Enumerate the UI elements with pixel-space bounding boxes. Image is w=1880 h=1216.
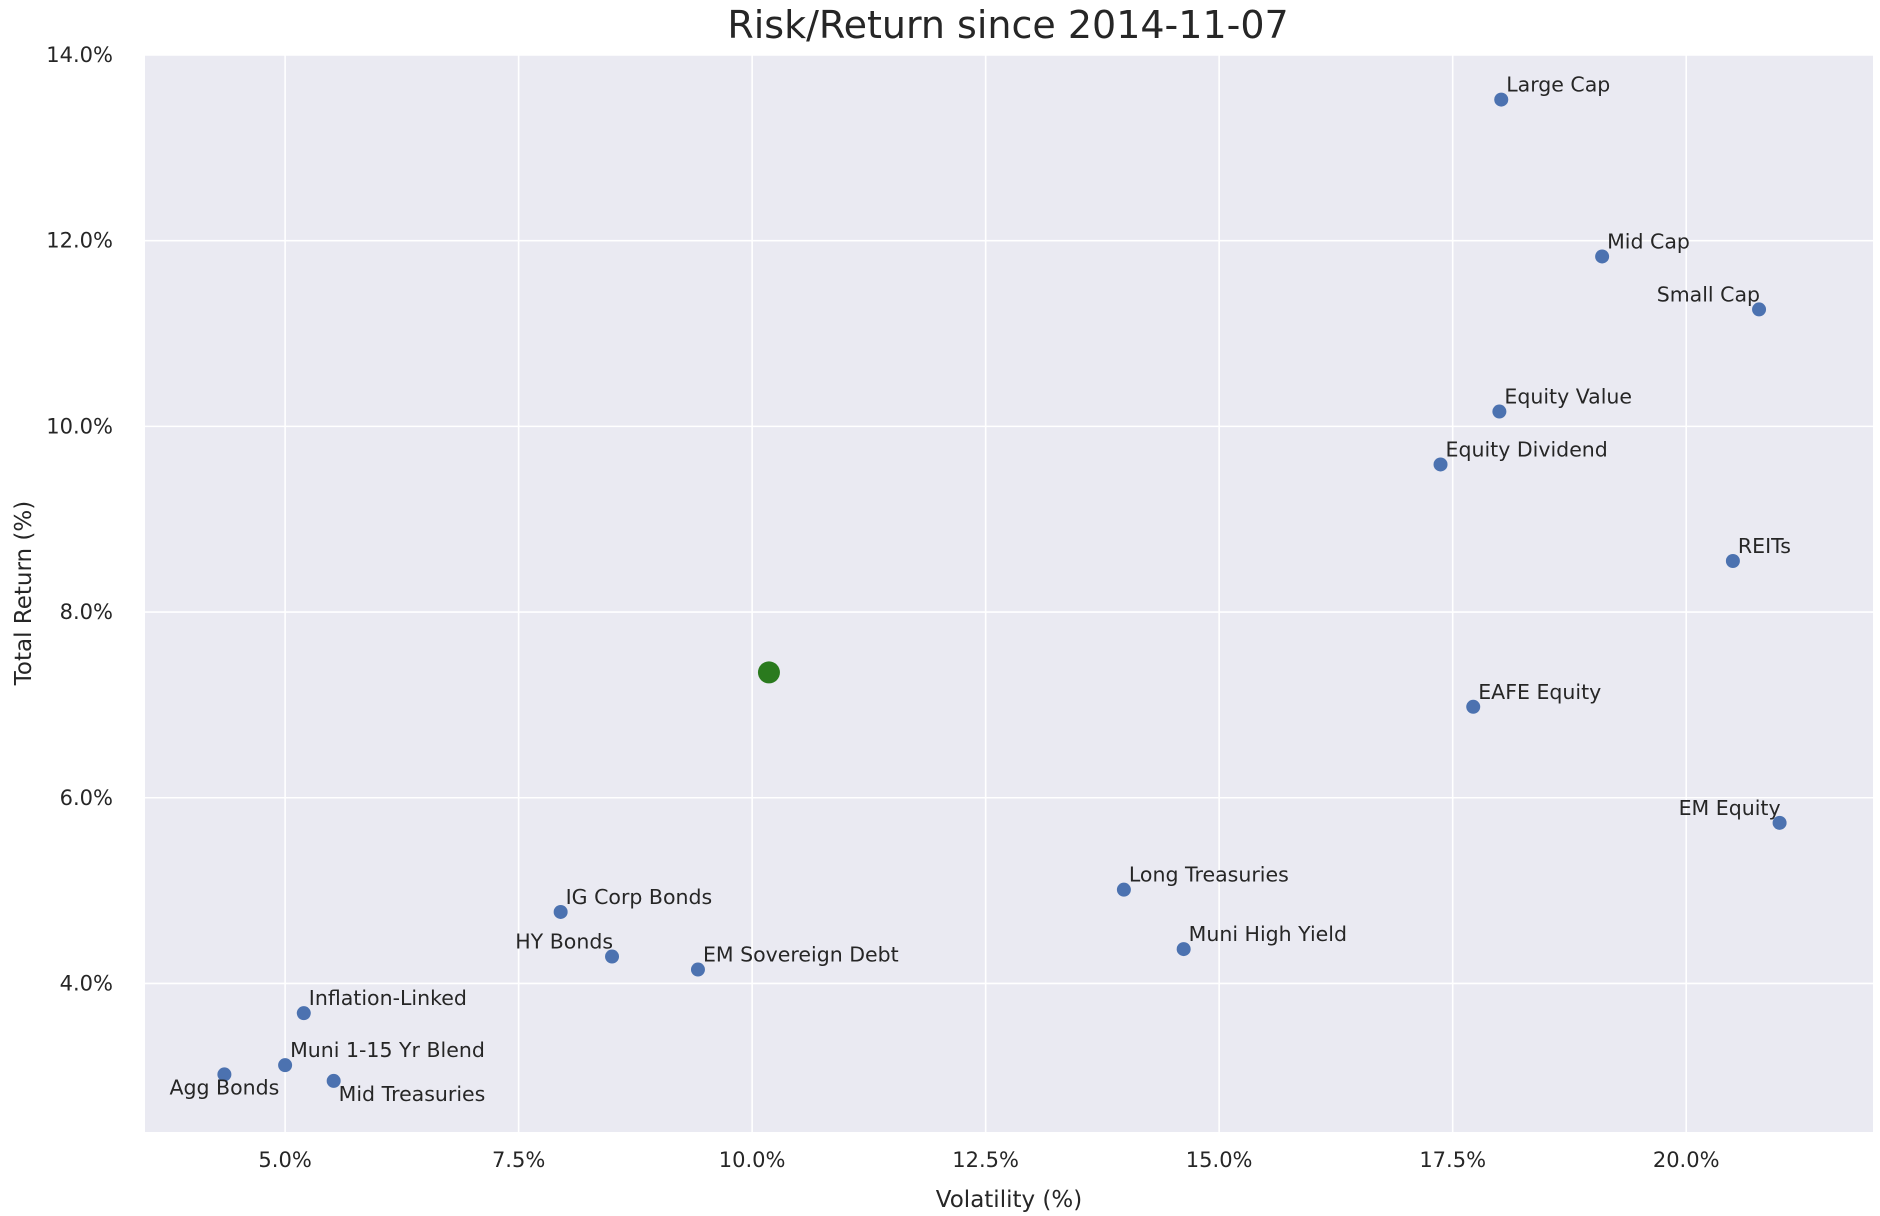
data-point <box>278 1058 293 1073</box>
point-label: Muni 1-15 Yr Blend <box>290 1038 485 1062</box>
data-point <box>1752 302 1767 317</box>
point-label: Equity Dividend <box>1446 437 1608 461</box>
y-tick-label: 12.0% <box>46 229 113 253</box>
y-tick-label: 14.0% <box>46 43 113 67</box>
point-label: Mid Treasuries <box>339 1082 486 1106</box>
data-point <box>217 1067 232 1082</box>
data-point <box>1466 699 1481 714</box>
highlight-point <box>757 661 780 684</box>
point-label: Inflation-Linked <box>309 986 467 1010</box>
data-point <box>690 962 705 977</box>
data-point <box>1772 815 1787 830</box>
y-tick-label: 6.0% <box>60 786 113 810</box>
point-label: Mid Cap <box>1607 229 1690 253</box>
data-point <box>1725 554 1740 569</box>
data-point <box>296 1006 311 1021</box>
data-point <box>1433 457 1448 472</box>
x-tick-label: 5.0% <box>258 1148 311 1172</box>
chart-title: Risk/Return since 2014-11-07 <box>727 3 1288 47</box>
point-labels: Large Cap Mid Cap Small Cap Equity Value Equ… <box>169 73 1790 1106</box>
y-tick-label: 10.0% <box>46 414 113 438</box>
point-label: Muni High Yield <box>1189 922 1347 946</box>
data-point <box>1492 404 1507 419</box>
point-label: HY Bonds <box>515 930 613 954</box>
point-label: Small Cap <box>1657 282 1760 306</box>
x-axis-label: Volatility (%) <box>936 1187 1082 1213</box>
x-tick-label: 20.0% <box>1653 1148 1720 1172</box>
point-label: Long Treasuries <box>1129 863 1289 887</box>
data-point <box>553 904 568 919</box>
point-label: EAFE Equity <box>1478 680 1601 704</box>
data-point <box>1116 882 1131 897</box>
point-label: Agg Bonds <box>169 1075 279 1099</box>
data-point <box>1595 249 1610 264</box>
data-point <box>326 1073 341 1088</box>
point-label: EM Sovereign Debt <box>703 943 899 967</box>
x-tick-label: 12.5% <box>952 1148 1019 1172</box>
x-tick-label: 17.5% <box>1419 1148 1486 1172</box>
data-points <box>217 92 1787 1088</box>
tick-labels: 5.0% 7.5% 10.0% 12.5% 15.0% 17.5% 20.0% 4.0% 6.0… <box>46 43 1719 1172</box>
x-tick-label: 10.0% <box>719 1148 786 1172</box>
y-tick-label: 8.0% <box>60 600 113 624</box>
point-label: IG Corp Bonds <box>566 885 713 909</box>
data-point <box>1176 942 1191 957</box>
data-point <box>1494 92 1509 107</box>
point-label: EM Equity <box>1679 796 1781 820</box>
plot-area <box>145 55 1873 1132</box>
point-label: Large Cap <box>1506 73 1610 97</box>
y-tick-label: 4.0% <box>60 971 113 995</box>
y-axis-label: Total Return (%) <box>11 501 37 686</box>
x-tick-label: 15.0% <box>1186 1148 1253 1172</box>
x-tick-label: 7.5% <box>492 1148 545 1172</box>
data-point <box>605 949 620 964</box>
point-label: Equity Value <box>1504 385 1632 409</box>
point-label: REITs <box>1738 534 1791 558</box>
grid-layer <box>145 54 1873 1132</box>
